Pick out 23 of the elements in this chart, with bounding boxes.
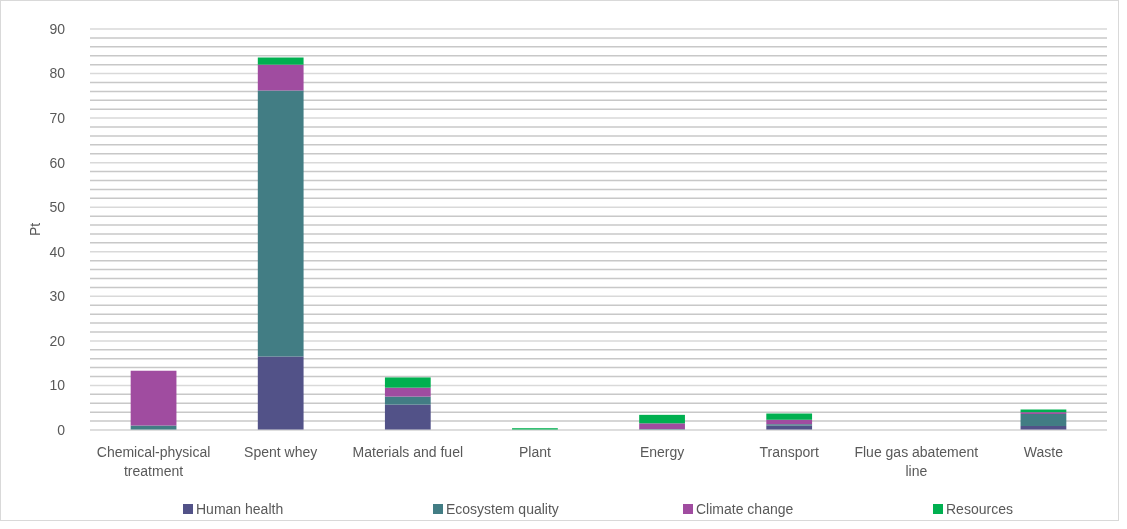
y-axis-title: Pt [27,222,43,237]
legend-label: Resources [946,500,1013,517]
x-tick-label: Energy [639,444,685,460]
legend-label: Human health [196,500,284,517]
x-tick-label: Spent whey [244,444,318,460]
y-tick-label: 70 [49,110,66,127]
y-tick-label: 40 [49,243,66,260]
y-tick-label: 0 [57,421,66,438]
y-tick-label: 80 [49,65,66,82]
y-tick-label: 60 [49,154,66,171]
x-tick-label: Chemical-physical treatment [96,444,211,479]
y-tick-label: 50 [49,199,66,216]
x-tick-label: Flue gas abatement line [854,444,979,479]
y-tick-label: 20 [49,332,66,349]
x-tick-label: Plant [518,444,551,460]
y-tick-label: 10 [49,377,66,394]
x-tick-label: Transport [759,444,819,460]
y-tick-label: 30 [49,288,66,305]
x-tick-label: Materials and fuel [352,444,464,460]
x-tick-label: Waste [1023,444,1064,460]
legend-label: Ecosystem quality [446,500,559,517]
legend-label: Climate change [696,500,794,517]
y-tick-label: 90 [49,20,66,37]
